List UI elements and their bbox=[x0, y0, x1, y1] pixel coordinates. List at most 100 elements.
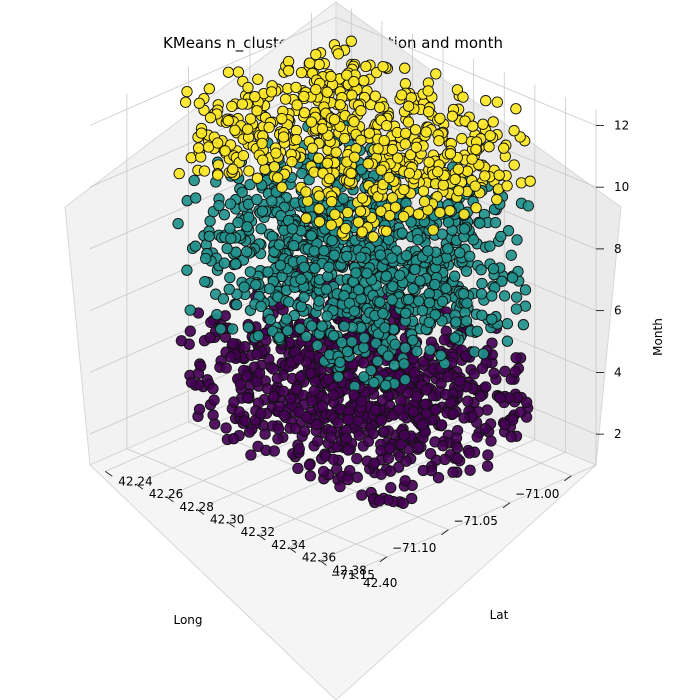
scatter-point bbox=[393, 403, 405, 416]
scatter-point bbox=[298, 425, 311, 437]
y-tick-mark bbox=[258, 534, 266, 541]
scatter-point bbox=[339, 222, 352, 235]
scatter-point bbox=[190, 192, 202, 204]
scatter-point bbox=[232, 216, 244, 229]
scatter-point bbox=[388, 359, 401, 371]
scatter-point bbox=[298, 291, 310, 303]
scatter-point bbox=[521, 396, 533, 409]
scatter-point bbox=[215, 323, 227, 335]
scatter-point bbox=[486, 313, 498, 325]
scatter-point bbox=[303, 459, 316, 471]
scatter-point bbox=[300, 212, 312, 224]
z-tick-label: 10 bbox=[614, 180, 629, 194]
scatter-point bbox=[379, 322, 391, 334]
scatter-point bbox=[294, 371, 307, 383]
scatter-point bbox=[407, 334, 419, 346]
scatter-point bbox=[265, 86, 278, 98]
scatter-point bbox=[290, 81, 302, 94]
scatter-point bbox=[424, 447, 437, 460]
scatter-point bbox=[355, 105, 367, 117]
y-tick-mark bbox=[135, 483, 144, 490]
y-tick-label: 42.36 bbox=[302, 551, 336, 565]
scatter-point bbox=[341, 345, 354, 358]
scatter-point bbox=[477, 118, 489, 130]
scatter-point bbox=[449, 270, 461, 282]
scatter-point bbox=[304, 57, 316, 69]
scatter-point bbox=[267, 363, 279, 375]
scatter-point bbox=[377, 307, 389, 320]
scatter-point bbox=[326, 195, 338, 208]
y-tick-label: 42.30 bbox=[210, 512, 244, 526]
scatter-point bbox=[309, 262, 321, 274]
scatter-point bbox=[427, 224, 439, 236]
scatter-point bbox=[470, 202, 482, 214]
scatter-point bbox=[434, 206, 446, 219]
scatter-point bbox=[204, 332, 216, 344]
scatter-point bbox=[220, 422, 232, 434]
scatter-point bbox=[454, 375, 466, 387]
scatter-point bbox=[358, 332, 370, 344]
scatter-point bbox=[282, 65, 295, 77]
x-tick-mark bbox=[379, 556, 388, 563]
scatter-point bbox=[306, 320, 318, 332]
scatter-point bbox=[499, 418, 511, 431]
scatter-point bbox=[330, 146, 342, 158]
scatter-point bbox=[370, 337, 382, 349]
scatter-point bbox=[268, 445, 280, 457]
scatter-point bbox=[509, 365, 522, 378]
scatter-point bbox=[375, 468, 387, 480]
scatter-point bbox=[474, 390, 487, 402]
scatter-point bbox=[442, 243, 454, 255]
scatter-point bbox=[218, 257, 231, 269]
scatter-point bbox=[268, 390, 280, 403]
scatter-point bbox=[311, 418, 323, 431]
scatter-point bbox=[243, 426, 256, 438]
scatter-point bbox=[412, 234, 424, 246]
scatter-point bbox=[305, 230, 317, 242]
scatter-point bbox=[495, 230, 507, 243]
scatter-point bbox=[338, 290, 350, 302]
scatter-point bbox=[496, 275, 508, 287]
scatter-point bbox=[173, 167, 185, 180]
x-tick-label: −71.05 bbox=[453, 514, 497, 528]
scatter-point bbox=[456, 132, 468, 145]
scatter-point bbox=[211, 308, 223, 321]
scatter-point bbox=[416, 418, 429, 431]
scatter-point bbox=[255, 300, 267, 313]
scatter-point bbox=[241, 392, 254, 404]
scatter-point bbox=[460, 315, 473, 327]
scatter-point bbox=[482, 449, 494, 461]
scatter-point bbox=[384, 465, 397, 477]
scatter-point bbox=[444, 205, 456, 217]
y-tick-mark bbox=[319, 559, 327, 566]
scatter-point bbox=[316, 123, 329, 135]
scatter-point bbox=[387, 280, 399, 292]
scatter-point bbox=[476, 362, 489, 375]
y-tick-mark bbox=[196, 509, 205, 515]
scatter-point bbox=[342, 413, 354, 426]
scatter-point bbox=[261, 383, 274, 395]
scatter-point bbox=[399, 374, 411, 386]
y-tick-mark bbox=[349, 572, 358, 579]
x-tick-mark bbox=[441, 529, 449, 536]
scatter-point bbox=[402, 100, 415, 112]
scatter-point bbox=[230, 299, 243, 311]
scatter-point bbox=[462, 395, 474, 407]
scatter-point bbox=[326, 234, 338, 247]
scatter-point bbox=[476, 309, 488, 321]
scatter-point bbox=[454, 247, 466, 259]
scatter-point bbox=[477, 348, 490, 360]
scatter-point bbox=[412, 208, 425, 220]
scatter-point bbox=[209, 418, 221, 430]
y-tick-label: 42.40 bbox=[363, 576, 397, 590]
scatter-point bbox=[332, 371, 345, 383]
scatter-point bbox=[348, 116, 360, 128]
scatter-point bbox=[185, 376, 198, 389]
scatter-point bbox=[452, 163, 465, 175]
scatter-point bbox=[277, 385, 290, 398]
scatter-point bbox=[310, 48, 322, 61]
scatter-point bbox=[356, 489, 368, 501]
scatter-point bbox=[237, 149, 250, 162]
scatter-point bbox=[494, 392, 506, 404]
